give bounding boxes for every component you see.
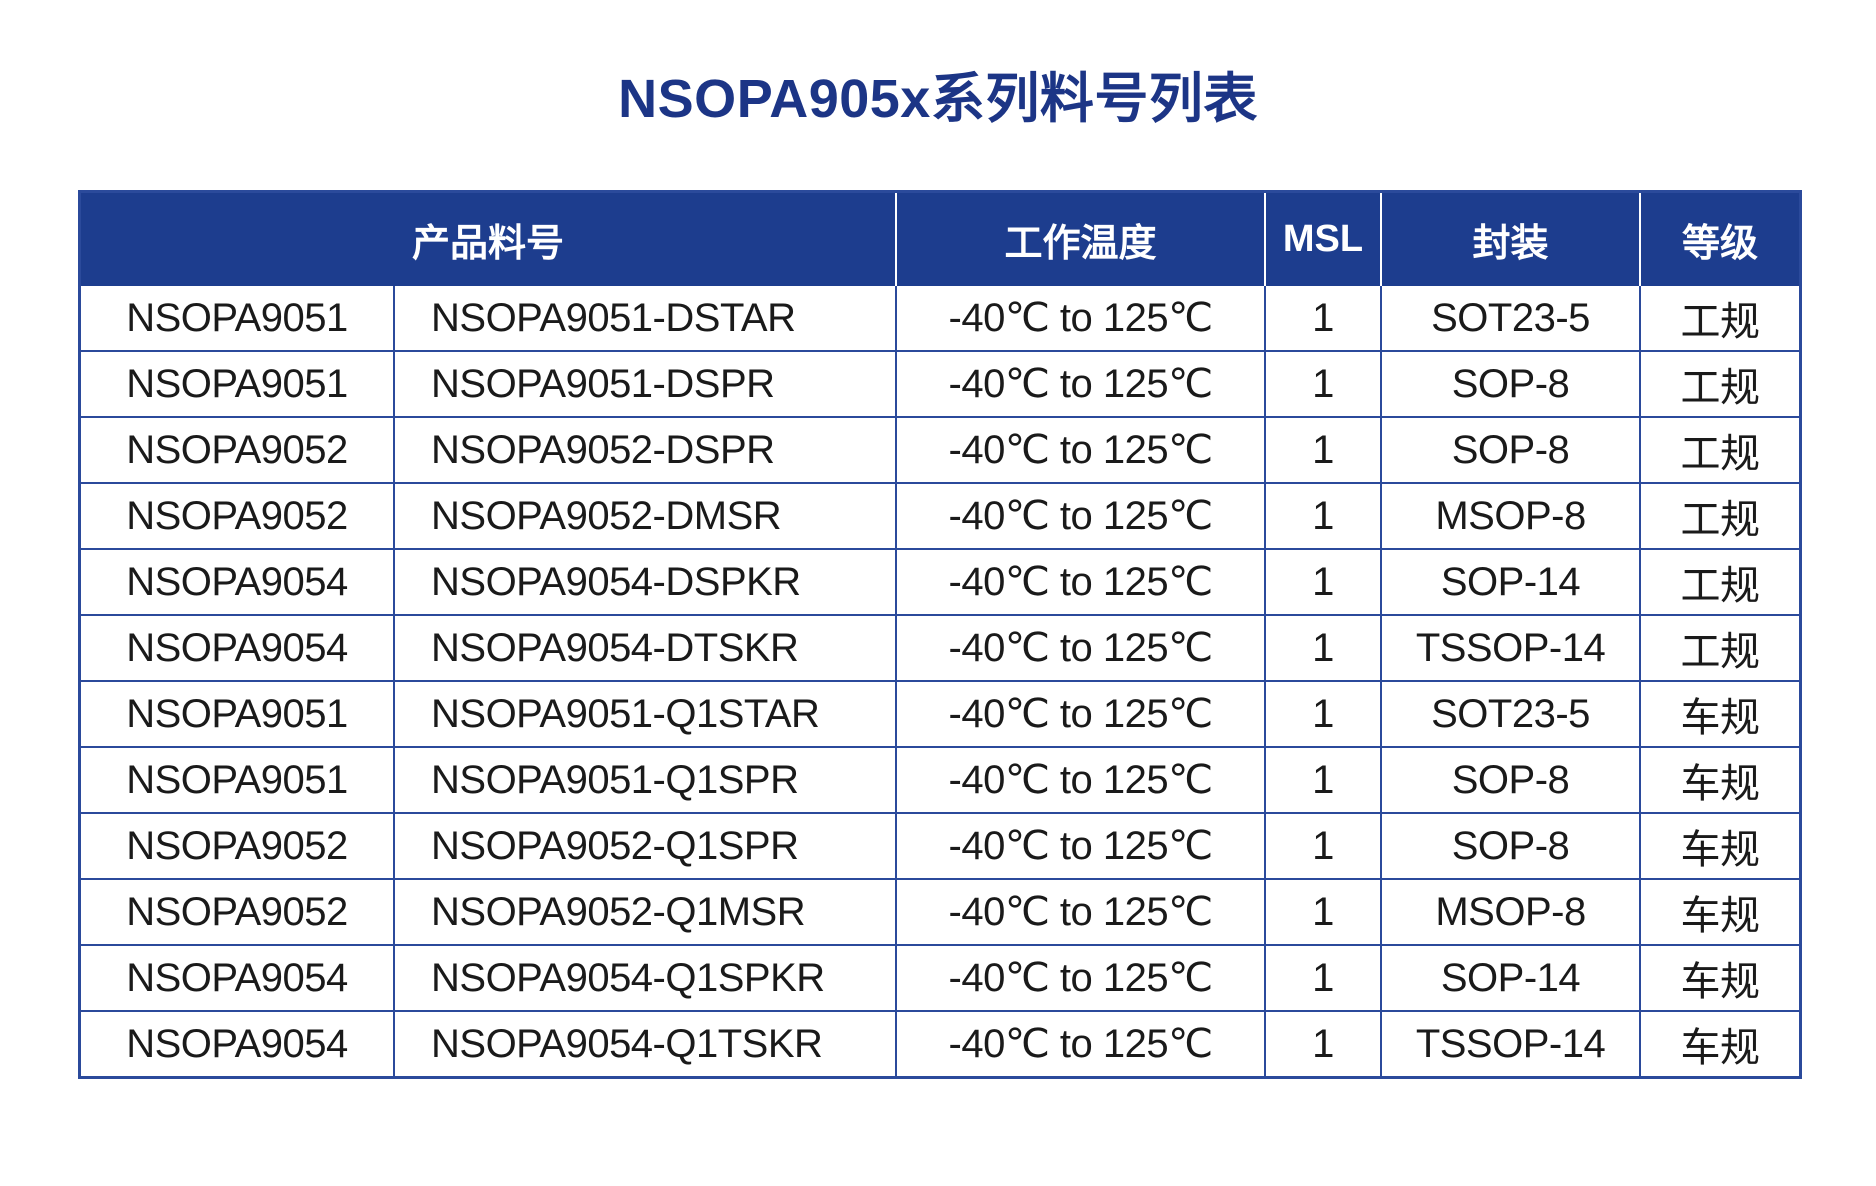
table-row: NSOPA9051 NSOPA9051-DSPR -40℃ to 125℃ 1 SOP-…	[81, 352, 1800, 418]
cell-package: SOP-8	[1382, 418, 1642, 484]
cell-package: SOP-8	[1382, 352, 1642, 418]
cell-temperature: -40℃ to 125℃	[897, 1012, 1267, 1076]
table-header: 产品料号 工作温度 MSL 封装 等级	[81, 193, 1800, 286]
cell-grade: 工规	[1641, 286, 1800, 352]
cell-package: SOP-8	[1382, 748, 1642, 814]
cell-temperature: -40℃ to 125℃	[897, 748, 1267, 814]
cell-part-number: NSOPA9051-DSTAR	[395, 286, 898, 352]
cell-grade: 车规	[1641, 814, 1800, 880]
header-temperature: 工作温度	[897, 193, 1267, 286]
cell-package: SOT23-5	[1382, 682, 1642, 748]
cell-product-family: NSOPA9054	[81, 550, 395, 616]
cell-product-family: NSOPA9051	[81, 748, 395, 814]
cell-grade: 车规	[1641, 880, 1800, 946]
cell-msl: 1	[1266, 748, 1383, 814]
part-number-table-wrap: 产品料号 工作温度 MSL 封装 等级 NSOPA9051 NSOPA9051-D…	[78, 190, 1803, 1079]
cell-grade: 车规	[1641, 682, 1800, 748]
cell-grade: 车规	[1641, 1012, 1800, 1076]
header-grade: 等级	[1641, 193, 1800, 286]
cell-product-family: NSOPA9054	[81, 946, 395, 1012]
cell-grade: 车规	[1641, 946, 1800, 1012]
cell-part-number: NSOPA9051-DSPR	[395, 352, 898, 418]
cell-temperature: -40℃ to 125℃	[897, 550, 1267, 616]
table-row: NSOPA9052 NSOPA9052-Q1SPR -40℃ to 125℃ 1 SOP…	[81, 814, 1800, 880]
table-row: NSOPA9054 NSOPA9054-Q1SPKR -40℃ to 125℃ 1 SO…	[81, 946, 1800, 1012]
cell-grade: 车规	[1641, 748, 1800, 814]
cell-product-family: NSOPA9051	[81, 286, 395, 352]
cell-product-family: NSOPA9054	[81, 616, 395, 682]
cell-temperature: -40℃ to 125℃	[897, 880, 1267, 946]
cell-part-number: NSOPA9052-DMSR	[395, 484, 898, 550]
cell-product-family: NSOPA9051	[81, 352, 395, 418]
table-row: NSOPA9054 NSOPA9054-DTSKR -40℃ to 125℃ 1 TSS…	[81, 616, 1800, 682]
cell-product-family: NSOPA9052	[81, 418, 395, 484]
cell-grade: 工规	[1641, 418, 1800, 484]
header-product: 产品料号	[81, 193, 898, 286]
cell-grade: 工规	[1641, 550, 1800, 616]
cell-part-number: NSOPA9051-Q1SPR	[395, 748, 898, 814]
cell-msl: 1	[1266, 682, 1383, 748]
cell-msl: 1	[1266, 286, 1383, 352]
cell-package: MSOP-8	[1382, 484, 1642, 550]
cell-msl: 1	[1266, 946, 1383, 1012]
cell-grade: 工规	[1641, 484, 1800, 550]
table-row: NSOPA9051 NSOPA9051-Q1STAR -40℃ to 125℃ 1 SO…	[81, 682, 1800, 748]
table-body: NSOPA9051 NSOPA9051-DSTAR -40℃ to 125℃ 1 SOT…	[81, 286, 1800, 1076]
cell-msl: 1	[1266, 484, 1383, 550]
table-row: NSOPA9054 NSOPA9054-Q1TSKR -40℃ to 125℃ 1 TS…	[81, 1012, 1800, 1076]
cell-product-family: NSOPA9052	[81, 814, 395, 880]
cell-temperature: -40℃ to 125℃	[897, 682, 1267, 748]
cell-part-number: NSOPA9054-DSPKR	[395, 550, 898, 616]
header-package: 封装	[1382, 193, 1642, 286]
cell-temperature: -40℃ to 125℃	[897, 814, 1267, 880]
cell-part-number: NSOPA9054-Q1TSKR	[395, 1012, 898, 1076]
cell-temperature: -40℃ to 125℃	[897, 418, 1267, 484]
cell-msl: 1	[1266, 550, 1383, 616]
cell-msl: 1	[1266, 814, 1383, 880]
cell-part-number: NSOPA9054-DTSKR	[395, 616, 898, 682]
page-title: NSOPA905x系列料号列表	[618, 69, 1258, 129]
table-row: NSOPA9052 NSOPA9052-Q1MSR -40℃ to 125℃ 1 MSO…	[81, 880, 1800, 946]
cell-package: SOT23-5	[1382, 286, 1642, 352]
cell-package: SOP-14	[1382, 550, 1642, 616]
cell-package: MSOP-8	[1382, 880, 1642, 946]
cell-msl: 1	[1266, 1012, 1383, 1076]
cell-part-number: NSOPA9054-Q1SPKR	[395, 946, 898, 1012]
cell-product-family: NSOPA9051	[81, 682, 395, 748]
cell-msl: 1	[1266, 418, 1383, 484]
cell-product-family: NSOPA9054	[81, 1012, 395, 1076]
table-row: NSOPA9051 NSOPA9051-Q1SPR -40℃ to 125℃ 1 SOP…	[81, 748, 1800, 814]
cell-part-number: NSOPA9052-Q1MSR	[395, 880, 898, 946]
header-msl: MSL	[1266, 193, 1383, 286]
cell-package: TSSOP-14	[1382, 616, 1642, 682]
table-row: NSOPA9051 NSOPA9051-DSTAR -40℃ to 125℃ 1 SOT…	[81, 286, 1800, 352]
cell-temperature: -40℃ to 125℃	[897, 352, 1267, 418]
cell-grade: 工规	[1641, 616, 1800, 682]
cell-temperature: -40℃ to 125℃	[897, 484, 1267, 550]
cell-temperature: -40℃ to 125℃	[897, 286, 1267, 352]
table-row: NSOPA9054 NSOPA9054-DSPKR -40℃ to 125℃ 1 SOP…	[81, 550, 1800, 616]
cell-product-family: NSOPA9052	[81, 484, 395, 550]
cell-package: SOP-8	[1382, 814, 1642, 880]
cell-package: TSSOP-14	[1382, 1012, 1642, 1076]
cell-temperature: -40℃ to 125℃	[897, 616, 1267, 682]
cell-product-family: NSOPA9052	[81, 880, 395, 946]
cell-part-number: NSOPA9051-Q1STAR	[395, 682, 898, 748]
cell-grade: 工规	[1641, 352, 1800, 418]
cell-msl: 1	[1266, 880, 1383, 946]
table-header-row: 产品料号 工作温度 MSL 封装 等级	[81, 193, 1800, 286]
cell-msl: 1	[1266, 616, 1383, 682]
part-number-table: 产品料号 工作温度 MSL 封装 等级 NSOPA9051 NSOPA9051-D…	[78, 190, 1803, 1079]
table-row: NSOPA9052 NSOPA9052-DSPR -40℃ to 125℃ 1 SOP-…	[81, 418, 1800, 484]
cell-msl: 1	[1266, 352, 1383, 418]
cell-temperature: -40℃ to 125℃	[897, 946, 1267, 1012]
table-row: NSOPA9052 NSOPA9052-DMSR -40℃ to 125℃ 1 MSOP…	[81, 484, 1800, 550]
cell-package: SOP-14	[1382, 946, 1642, 1012]
cell-part-number: NSOPA9052-Q1SPR	[395, 814, 898, 880]
cell-part-number: NSOPA9052-DSPR	[395, 418, 898, 484]
